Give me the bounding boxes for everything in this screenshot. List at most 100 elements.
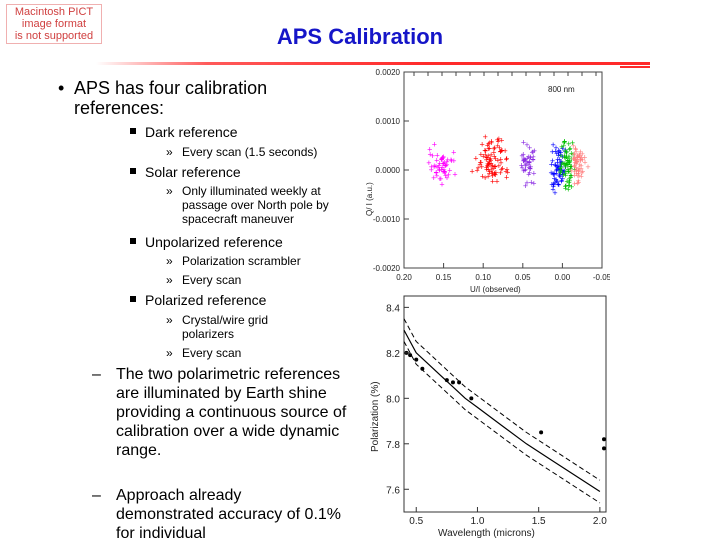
scatter-point: + bbox=[485, 159, 490, 169]
scatter-point: + bbox=[499, 165, 504, 175]
scatter-point: + bbox=[574, 166, 579, 176]
scatter-point: + bbox=[431, 173, 436, 183]
scatter-point: + bbox=[493, 167, 498, 177]
scatter-point: + bbox=[556, 180, 561, 190]
scatter-point: + bbox=[427, 145, 432, 155]
scatter-point: + bbox=[491, 144, 496, 154]
scatter-point: + bbox=[549, 168, 554, 178]
scatter-point: + bbox=[578, 155, 583, 165]
scatter-point: + bbox=[499, 146, 504, 156]
scatter-point: + bbox=[487, 143, 492, 153]
scatter-point: + bbox=[487, 167, 492, 177]
scatter-point: + bbox=[551, 182, 556, 192]
scatter-point: + bbox=[579, 168, 584, 178]
scatter-point: + bbox=[574, 169, 579, 179]
scatter-point: + bbox=[530, 155, 535, 165]
scatter-point: + bbox=[565, 159, 570, 169]
scatter-point: + bbox=[443, 161, 448, 171]
subbullet-unpolarized-text: Unpolarized reference bbox=[145, 234, 283, 250]
scatter-point: + bbox=[530, 155, 535, 165]
scatter-point: + bbox=[556, 147, 561, 157]
scatter-point: + bbox=[519, 151, 524, 161]
scatter-point: + bbox=[565, 156, 570, 166]
scatter-y-tick-label: 0.0020 bbox=[376, 68, 401, 77]
scatter-point: + bbox=[489, 138, 494, 148]
scatter-point: + bbox=[558, 150, 563, 160]
scatter-point: + bbox=[434, 168, 439, 178]
scatter-point: + bbox=[480, 172, 485, 182]
chevron-bullet-icon: » bbox=[166, 184, 173, 198]
scatter-point: + bbox=[496, 134, 501, 144]
scatter-point: + bbox=[440, 154, 445, 164]
square-bullet-icon bbox=[130, 128, 136, 134]
scatter-point: + bbox=[443, 170, 448, 180]
scatter-point: + bbox=[527, 158, 532, 168]
scatter-point: + bbox=[484, 165, 489, 175]
scatter-annotation: 800 nm bbox=[548, 85, 575, 94]
scatter-point: + bbox=[580, 149, 585, 159]
scatter-point: + bbox=[504, 154, 509, 164]
scatter-point: + bbox=[439, 180, 444, 190]
scatter-point: + bbox=[491, 164, 496, 174]
scatter-point: + bbox=[551, 170, 556, 180]
scatter-point: + bbox=[570, 138, 575, 148]
scatter-point: + bbox=[444, 157, 449, 167]
scatter-point: + bbox=[527, 143, 532, 153]
scatter-point: + bbox=[561, 141, 566, 151]
scatter-point: + bbox=[571, 141, 576, 151]
scatter-point: + bbox=[562, 151, 567, 161]
scatter-point: + bbox=[567, 157, 572, 167]
scatter-point: + bbox=[528, 164, 533, 174]
scatter-point: + bbox=[434, 168, 439, 178]
scatter-point: + bbox=[554, 164, 559, 174]
scatter-point: + bbox=[556, 148, 561, 158]
scatter-point: + bbox=[572, 161, 577, 171]
scatter-point: + bbox=[578, 156, 583, 166]
scatter-x-tick-label: -0.05 bbox=[593, 273, 610, 282]
scatter-point: + bbox=[582, 152, 587, 162]
scatter-point: + bbox=[470, 167, 475, 177]
scatter-point: + bbox=[483, 150, 488, 160]
scatter-point: + bbox=[487, 159, 492, 169]
scatter-point: + bbox=[579, 164, 584, 174]
polarization-data-point bbox=[450, 380, 455, 385]
scatter-point: + bbox=[498, 158, 503, 168]
polarization-fit-line bbox=[403, 329, 601, 493]
dash-bullet-icon: – bbox=[92, 487, 101, 504]
scatter-point: + bbox=[572, 153, 577, 163]
scatter-x-tick-label: 0.00 bbox=[555, 273, 571, 282]
scatter-point: + bbox=[550, 168, 555, 178]
scatter-point: + bbox=[573, 156, 578, 166]
scatter-point: + bbox=[440, 163, 445, 173]
chevron-bullet-icon: » bbox=[166, 254, 173, 268]
scatter-point: + bbox=[528, 152, 533, 162]
scatter-point: + bbox=[492, 168, 497, 178]
scatter-point: + bbox=[572, 170, 577, 180]
scatter-point: + bbox=[522, 155, 527, 165]
polarization-data-point bbox=[414, 357, 419, 362]
scatter-point: + bbox=[485, 153, 490, 163]
scatter-point: + bbox=[575, 153, 580, 163]
scatter-point: + bbox=[576, 163, 581, 173]
scatter-point: + bbox=[442, 166, 447, 176]
slide-title: APS Calibration bbox=[276, 24, 444, 49]
scatter-point: + bbox=[492, 152, 497, 162]
pict-note-line-1: Macintosh PICT bbox=[14, 6, 94, 18]
scatter-y-tick-label: 0.0010 bbox=[376, 117, 401, 126]
scatter-point: + bbox=[522, 154, 527, 164]
scatter-point: + bbox=[564, 159, 569, 169]
scatter-point: + bbox=[447, 166, 452, 176]
scatter-point: + bbox=[574, 158, 579, 168]
scatter-point: + bbox=[576, 150, 581, 160]
scatter-point: + bbox=[554, 168, 559, 178]
scatter-point: + bbox=[502, 146, 507, 156]
scatter-point: + bbox=[563, 146, 568, 156]
scatter-point: + bbox=[578, 147, 583, 157]
scatter-point: + bbox=[576, 178, 581, 188]
scatter-point: + bbox=[428, 149, 433, 159]
scatter-point: + bbox=[440, 159, 445, 169]
scatter-point: + bbox=[559, 177, 564, 187]
scatter-point: + bbox=[490, 176, 495, 186]
polarization-y-tick-label: 8.0 bbox=[386, 394, 400, 405]
scatter-point: + bbox=[566, 152, 571, 162]
